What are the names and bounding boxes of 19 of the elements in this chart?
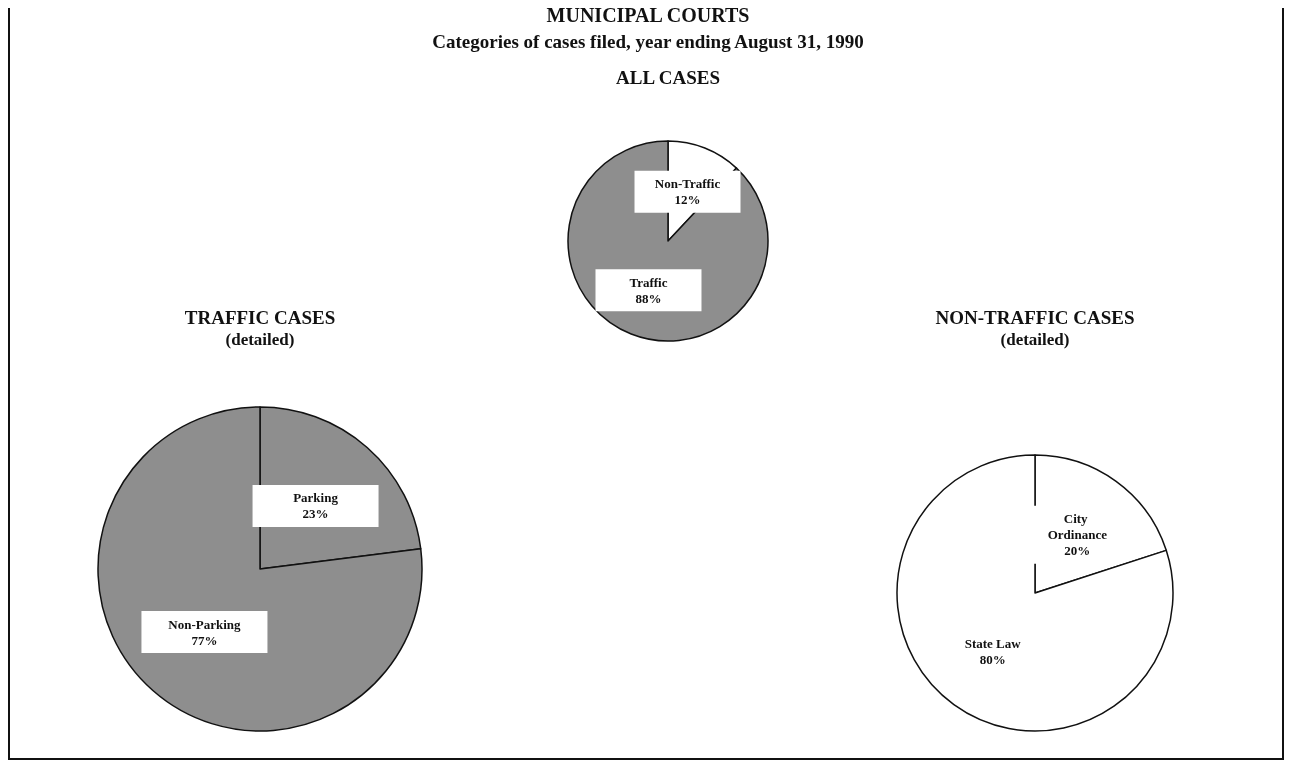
chart-subtitle: (detailed) [225,330,295,349]
text: MUNICIPAL COURTS [536,4,760,27]
slice-label: State Law [964,635,1022,651]
slice-label: Parking [293,490,339,506]
chart-subtitle: (detailed) [1000,330,1070,349]
data-label: 77% [191,632,218,648]
slice-label: Non-Parking [168,616,242,632]
data-label: 88% [635,290,662,306]
slice-label: Non-Traffic [654,176,721,192]
data-label: 80% [979,651,1006,667]
chart-title: NON-TRAFFIC CASES [935,307,1135,328]
chart-title: TRAFFIC CASES [184,307,336,328]
data-label: 23% [302,506,329,522]
data-label: 20% [1064,543,1091,559]
slice-label: City Ordinance [1047,511,1108,543]
chart-title: ALL CASES [615,67,721,88]
slice-label: Traffic [629,274,668,290]
data-label: 12% [674,192,701,208]
text: Categories of cases filed, year ending August 31, 1990 [431,31,865,53]
